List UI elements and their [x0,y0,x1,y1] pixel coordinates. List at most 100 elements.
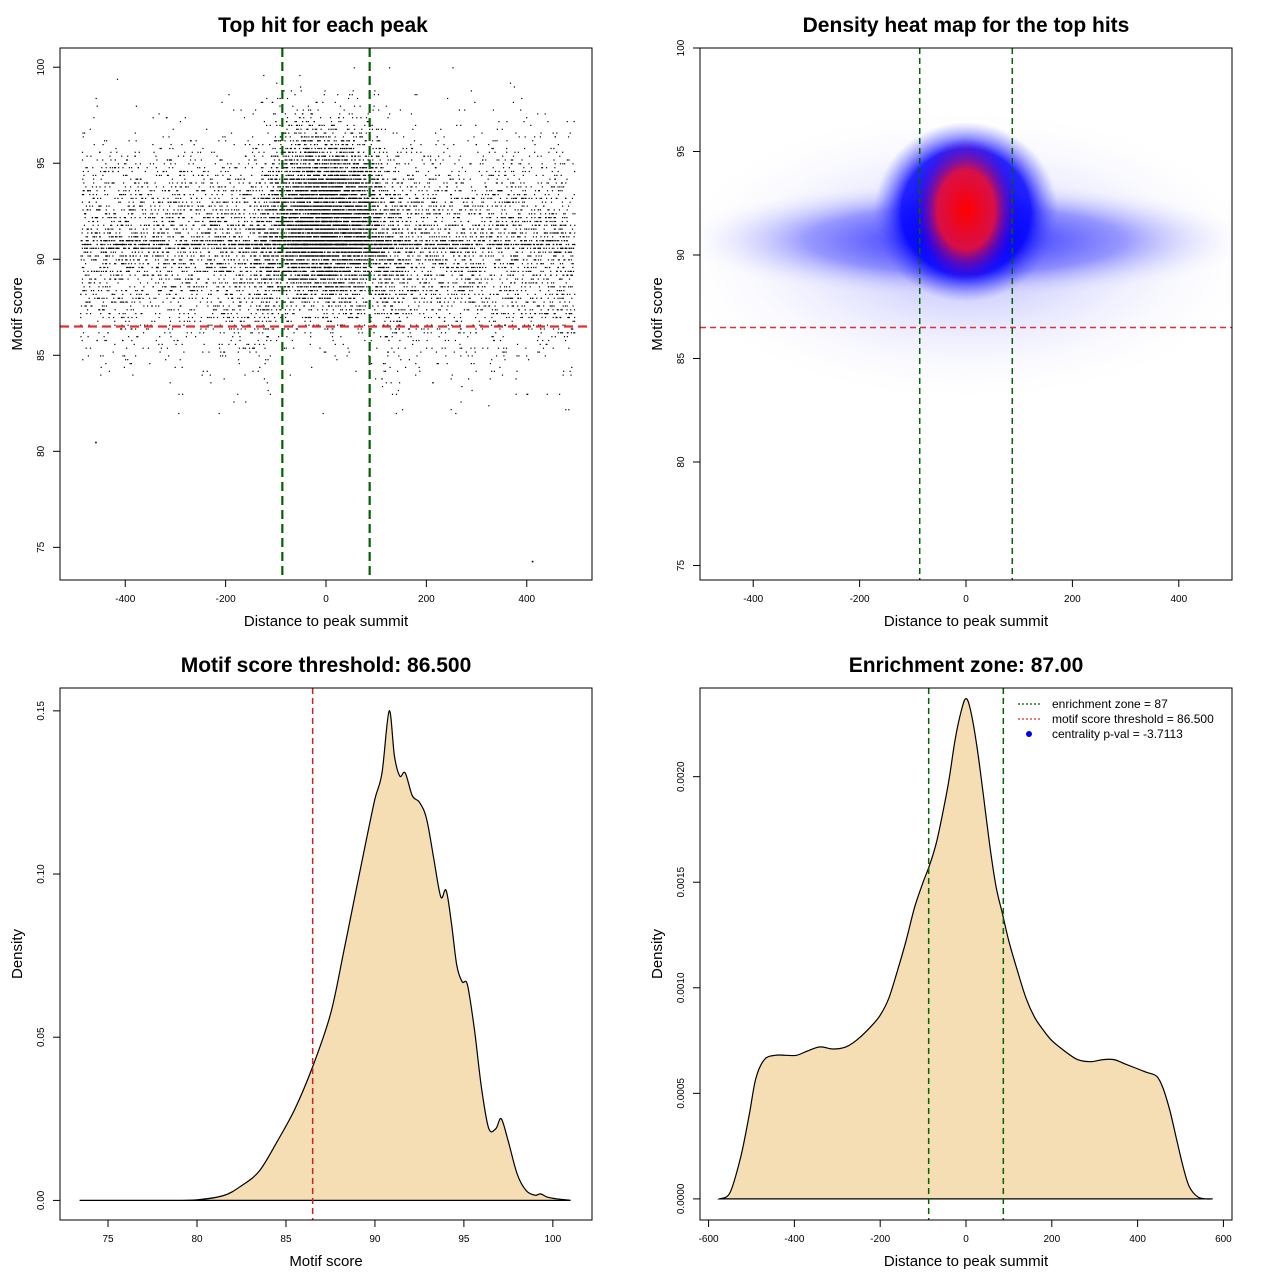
scatter-point [240,301,242,303]
scatter-point [265,217,267,219]
scatter-point [549,220,551,223]
scatter-point [538,251,540,253]
scatter-point [356,224,358,226]
scatter-point [253,251,255,253]
scatter-point [359,224,361,226]
scatter-point [353,274,355,276]
scatter-point [160,243,162,246]
scatter-point [282,255,285,257]
scatter-point [250,305,252,307]
scatter-point [330,144,332,146]
scatter-point [375,163,377,165]
scatter-point [544,224,546,226]
scatter-point [97,247,100,249]
scatter-point [346,355,348,357]
scatter-point [286,290,288,292]
scatter-point [415,374,417,376]
scatter-point [506,201,508,203]
scatter-point [569,370,571,372]
scatter-point [436,217,438,219]
scatter-point [481,217,483,219]
scatter-point [201,190,203,192]
scatter-point [498,220,500,223]
scatter-point [554,174,556,176]
scatter-point [340,336,342,338]
scatter-point [237,297,239,299]
scatter-point [358,332,360,334]
scatter-point [323,124,325,126]
scatter-point [492,224,494,226]
scatter-point [311,182,313,184]
scatter-point [499,339,502,342]
scatter-point [526,117,528,119]
scatter-point [174,201,177,203]
scatter-point [97,224,99,226]
scatter-point [504,266,506,269]
scatter-point [287,297,289,299]
scatter-point [134,182,136,184]
scatter-point [134,228,136,230]
scatter-point [334,136,336,138]
scatter-point [81,282,83,284]
scatter-point [251,251,253,253]
scatter-point [282,255,284,257]
scatter-point [378,259,380,261]
scatter-point [407,240,409,242]
scatter-point [456,278,458,280]
scatter-point [324,147,326,150]
scatter-point [406,194,408,196]
scatter-point [511,301,513,303]
scatter-point [543,278,545,280]
scatter-point [201,232,203,234]
scatter-point [276,255,278,257]
scatter-point [391,290,393,292]
scatter-point [376,182,378,184]
scatter-point [104,140,106,142]
scatter-point [250,274,252,276]
scatter-point [534,209,536,211]
scatter-point [288,286,291,288]
scatter-point [570,251,572,253]
scatter-point [386,163,388,165]
scatter-point [268,274,270,276]
scatter-point [336,266,338,269]
scatter-point [487,347,489,349]
scatter-point [179,359,181,361]
scatter-point [191,151,193,153]
scatter-point [123,316,125,319]
scatter-point [465,243,467,246]
scatter-point [313,182,315,184]
scatter-point [544,113,546,115]
scatter-point [427,182,429,184]
scatter-point [199,201,201,203]
scatter-point [301,209,303,211]
scatter-point [366,190,368,192]
scatter-point [513,86,515,88]
scatter-point [309,178,311,180]
scatter-point [525,194,527,196]
scatter-point [304,332,306,334]
scatter-point [336,316,338,319]
scatter-point [274,113,276,115]
scatter-point [557,251,559,253]
scatter-point [340,170,343,173]
scatter-point [256,259,258,261]
scatter-point [154,205,156,207]
scatter-point [187,313,189,315]
scatter-point [228,232,230,234]
scatter-point [386,151,388,153]
scatter-point [292,301,294,303]
scatter-point [173,263,175,265]
scatter-point [312,274,314,276]
scatter-point [180,209,182,211]
scatter-point [131,213,133,215]
scatter-point [364,155,366,157]
scatter-point [418,182,421,184]
scatter-point [206,286,208,288]
scatter-point [316,167,318,169]
scatter-point [463,201,465,203]
scatter-point [452,282,454,284]
scatter-point [294,163,296,165]
scatter-point [242,194,244,196]
scatter-point [397,213,400,215]
